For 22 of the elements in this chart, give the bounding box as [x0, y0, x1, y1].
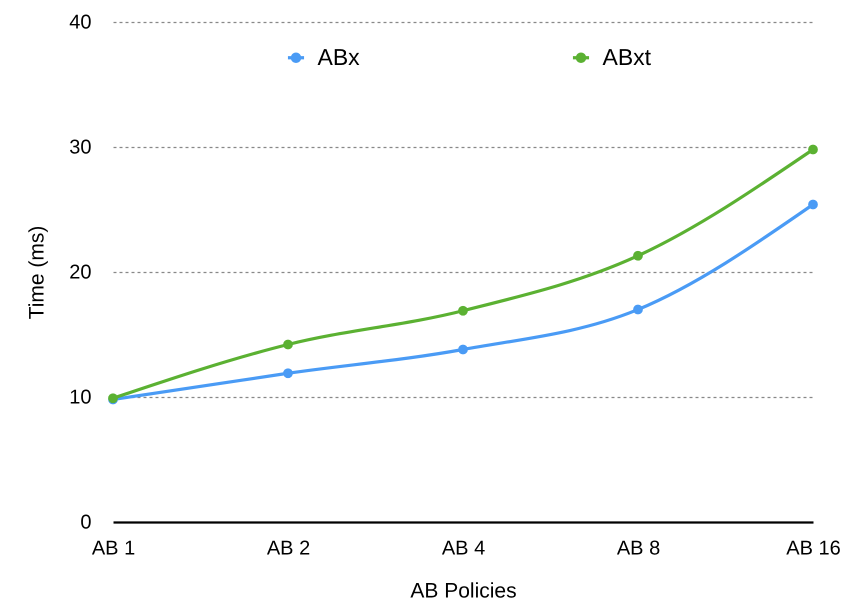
y-tick-label: 0	[80, 512, 92, 534]
y-tick-label: 20	[69, 262, 92, 284]
x-tick-label: AB 4	[442, 538, 486, 560]
y-tick-label: 40	[69, 12, 92, 34]
point	[283, 340, 293, 350]
point	[808, 144, 818, 154]
point	[458, 344, 468, 354]
x-tick-label: AB 8	[616, 538, 660, 560]
y-tick-label: 30	[69, 136, 92, 158]
y-axis-title: Time (ms)	[25, 226, 48, 320]
point	[633, 304, 643, 314]
point	[808, 200, 818, 210]
point	[633, 250, 643, 261]
x-tick-label: AB 1	[92, 538, 136, 560]
legend-label: ABx	[318, 44, 360, 70]
point	[283, 368, 293, 378]
x-tick-label: AB 2	[266, 538, 310, 560]
x-axis-title: AB Policies	[410, 580, 517, 602]
y-tick-label: 10	[69, 386, 92, 408]
legend-label: ABxt	[602, 44, 652, 70]
x-tick-label: AB 16	[786, 538, 841, 560]
point	[458, 306, 468, 316]
